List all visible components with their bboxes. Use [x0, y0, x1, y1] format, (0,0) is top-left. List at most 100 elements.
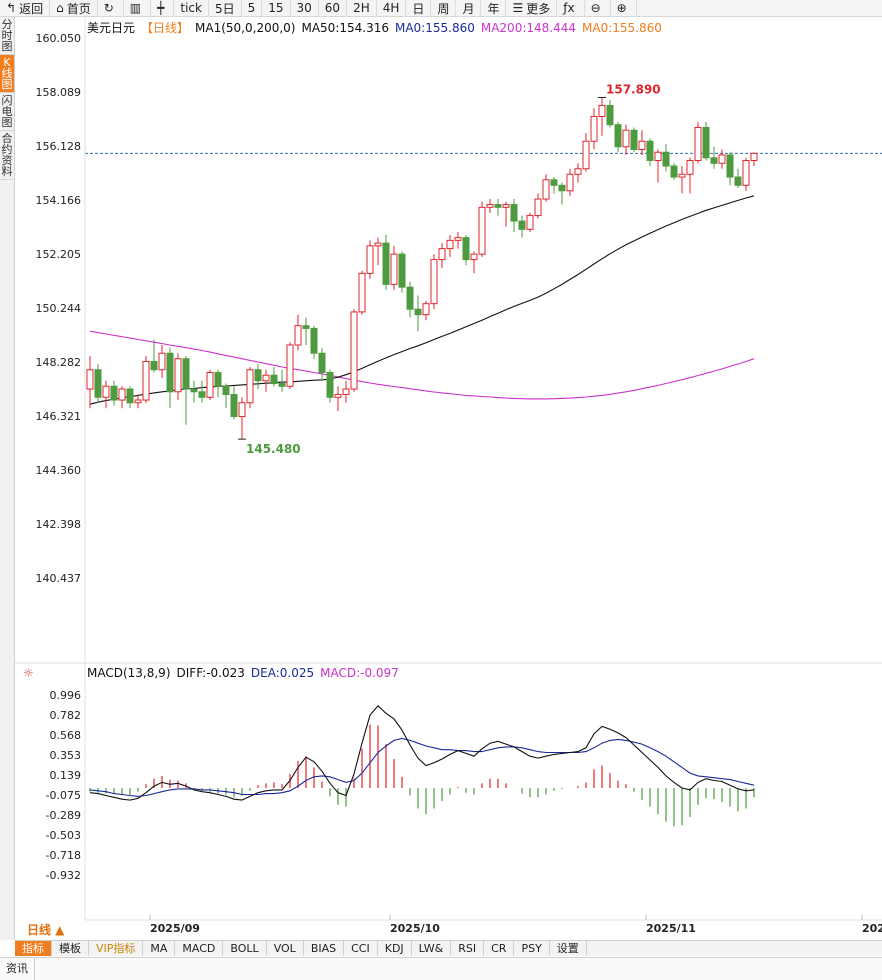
- bar-chart-icon: ▥: [129, 1, 142, 15]
- toolbar-label: 日: [412, 1, 425, 16]
- candle: [622, 124, 630, 156]
- toolbar-button-3[interactable]: ▥: [124, 0, 152, 16]
- candle: [222, 383, 230, 409]
- toolbar-button-14[interactable]: 周: [431, 0, 457, 16]
- indicator-tab-5[interactable]: BOLL: [223, 941, 267, 956]
- candle: [670, 163, 678, 180]
- indicator-tabs: 指标 模板 VIP指标 MA MACD BOLL VOL BIAS CCI KDJ LW& RSI CR…: [15, 940, 882, 956]
- toolbar-button-7[interactable]: 5: [242, 0, 263, 16]
- candle: [150, 339, 158, 373]
- refresh-icon: ↻: [103, 1, 114, 15]
- y-tick-label: 142.398: [36, 518, 82, 531]
- home-icon: ⌂: [56, 1, 64, 15]
- candle: [614, 121, 622, 153]
- candle: [478, 201, 486, 257]
- toolbar-label: 首页: [66, 1, 91, 16]
- macd-y-tick-label: 0.353: [50, 749, 82, 762]
- candle: [198, 380, 206, 403]
- ma50-line: [89, 195, 755, 405]
- candle: [174, 353, 182, 401]
- indicator-tab-13[interactable]: PSY: [514, 941, 550, 956]
- indicator-tab-9[interactable]: KDJ: [378, 941, 412, 956]
- candle: [406, 281, 414, 318]
- toolbar-label: tick: [180, 1, 202, 15]
- back-icon: ↰: [6, 1, 17, 15]
- candle: [414, 295, 422, 332]
- indicator-tab-8[interactable]: CCI: [344, 941, 378, 956]
- left-tab-3[interactable]: 合约资料: [0, 132, 14, 180]
- candle: [558, 182, 566, 205]
- chart-canvas[interactable]: 157.890 145.480 160.050 158.089 156.128 154.…: [15, 17, 882, 940]
- candle: [710, 146, 718, 169]
- candle: [534, 193, 542, 219]
- candle: [110, 380, 118, 406]
- toolbar-button-1[interactable]: ⌂ 首页: [50, 0, 98, 16]
- toolbar-button-15[interactable]: 月: [456, 0, 482, 16]
- indicator-tab-14[interactable]: 设置: [550, 941, 587, 956]
- indicator-tab-12[interactable]: CR: [484, 941, 515, 956]
- toolbar-button-18[interactable]: ƒx: [557, 0, 585, 16]
- y-tick-label: 150.244: [36, 302, 82, 315]
- toolbar-button-9[interactable]: 30: [291, 0, 319, 16]
- indicator-tab-3[interactable]: MA: [143, 941, 176, 956]
- left-tab-1[interactable]: K线图: [0, 55, 14, 93]
- candle: [726, 152, 734, 186]
- toolbar-button-8[interactable]: 15: [262, 0, 291, 16]
- left-tab-0[interactable]: 分时图: [0, 18, 14, 55]
- candle: [518, 215, 526, 238]
- candle: [294, 314, 302, 351]
- candle: [134, 394, 142, 409]
- y-tick-label: 156.128: [36, 140, 82, 153]
- toolbar-button-4[interactable]: ┿: [151, 0, 175, 16]
- toolbar-button-10[interactable]: 60: [319, 0, 348, 16]
- macd-y-tick-label: -0.075: [46, 789, 81, 802]
- candle: [342, 380, 350, 403]
- indicator-tab-11[interactable]: RSI: [451, 941, 485, 956]
- candle: [270, 366, 278, 387]
- macd-y-tick-label: -0.718: [46, 849, 81, 862]
- candle: [366, 240, 374, 279]
- macd-settings-icon[interactable]: ☼: [23, 666, 34, 680]
- toolbar-button-2[interactable]: ↻: [98, 0, 124, 16]
- indicator-tab-4[interactable]: MACD: [175, 941, 224, 956]
- status-bar: 资讯: [0, 957, 882, 980]
- indicator-tab-6[interactable]: VOL: [267, 941, 304, 956]
- indicator-tab-2[interactable]: VIP指标: [89, 941, 144, 956]
- toolbar-button-19[interactable]: ⊖: [585, 0, 611, 16]
- toolbar-button-13[interactable]: 日: [406, 0, 432, 16]
- status-item-0[interactable]: 资讯: [0, 958, 35, 980]
- candle: [734, 168, 742, 189]
- toolbar-button-6[interactable]: 5日: [209, 0, 242, 16]
- candle: [526, 212, 534, 233]
- indicator-tab-10[interactable]: LW&: [412, 941, 452, 956]
- period-selector[interactable]: 日线 ▲: [15, 920, 85, 940]
- toolbar-button-16[interactable]: 年: [481, 0, 507, 16]
- y-tick-label: 148.282: [36, 356, 82, 369]
- candle: [502, 201, 510, 227]
- y-tick-label: 154.166: [36, 194, 82, 207]
- indicator-tab-1[interactable]: 模板: [52, 941, 89, 956]
- indicator-tab-7[interactable]: BIAS: [304, 941, 345, 956]
- indicator-tab-0[interactable]: 指标: [15, 941, 52, 956]
- candle: [254, 364, 262, 390]
- toolbar-button-5[interactable]: tick: [174, 0, 209, 16]
- toolbar-button-11[interactable]: 2H: [347, 0, 377, 16]
- candle: [238, 397, 246, 440]
- candle: [606, 99, 614, 128]
- candle: [454, 232, 462, 249]
- y-tick-label: 160.050: [36, 32, 82, 45]
- x-tick-label: 2025/11: [646, 922, 696, 935]
- candle: [278, 369, 286, 392]
- formula-icon: ƒx: [563, 1, 575, 15]
- candle: [718, 149, 726, 169]
- toolbar-button-20[interactable]: ⊕: [611, 0, 637, 16]
- legend-ma0b: MA0:155.860: [582, 21, 662, 35]
- macd-legend-macd: MACD:-0.097: [320, 666, 399, 680]
- toolbar-button-0[interactable]: ↰ 返回: [0, 0, 51, 16]
- toolbar-button-17[interactable]: ☰ 更多: [506, 0, 558, 16]
- toolbar-label: 月: [462, 1, 475, 16]
- candle: [390, 245, 398, 290]
- toolbar-button-12[interactable]: 4H: [377, 0, 407, 16]
- top-toolbar: ↰ 返回 ⌂ 首页 ↻ ▥ ┿ tick 5日 5 15 30 60 2H 4H 日周月年 ☰ 更多 ƒx ⊖ ⊕: [0, 0, 882, 17]
- left-tab-2[interactable]: 闪电图: [0, 94, 14, 131]
